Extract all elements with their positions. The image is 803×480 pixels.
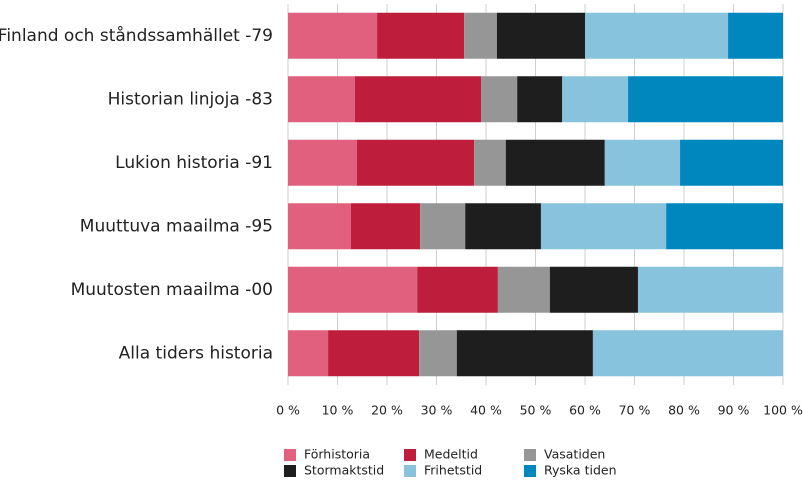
bar-segment <box>288 76 355 123</box>
x-tick-label: 70 % <box>619 403 651 418</box>
bar-segment <box>417 266 498 313</box>
bar-segment <box>592 330 783 377</box>
bar-segment <box>288 139 357 186</box>
legend-swatch <box>284 465 296 477</box>
bar-segment <box>377 12 465 59</box>
bar-segment <box>549 266 638 313</box>
bar-segment <box>666 203 783 250</box>
category-label: Historian linjoja -83 <box>108 89 273 109</box>
bar-segment <box>628 76 783 123</box>
x-tick-label: 10 % <box>322 403 354 418</box>
legend-swatch <box>524 449 536 461</box>
bar-segment <box>481 76 518 123</box>
legend-label: Stormaktstid <box>304 463 384 478</box>
bar-segment <box>464 12 497 59</box>
x-tick-label: 100 % <box>763 403 803 418</box>
bar-segment <box>419 330 457 377</box>
x-tick-label: 40 % <box>470 403 502 418</box>
bar-segment <box>474 139 506 186</box>
bar-segment <box>420 203 466 250</box>
legend-label: Vasatiden <box>544 447 605 462</box>
category-label: Muuttuva maailma -95 <box>80 216 273 236</box>
bar-segment <box>356 139 475 186</box>
x-tick-label: 50 % <box>520 403 552 418</box>
x-tick-label: 80 % <box>668 403 700 418</box>
category-label: Alla tiders historia <box>119 343 273 363</box>
bar-segment <box>540 203 667 250</box>
bar-segment <box>604 139 681 186</box>
bar-segment <box>456 330 593 377</box>
bar-segment <box>562 76 629 123</box>
bar-segment <box>505 139 605 186</box>
category-label: Muutosten maailma -00 <box>71 280 273 300</box>
legend-swatch <box>284 449 296 461</box>
legend-label: Medeltid <box>424 447 478 462</box>
bar-segment <box>328 330 420 377</box>
bar-segment <box>354 76 482 123</box>
x-tick-label: 90 % <box>718 403 750 418</box>
bar-segment <box>680 139 783 186</box>
bar-segment <box>637 266 783 313</box>
legend-label: Frihetstid <box>424 463 482 478</box>
x-tick-label: 30 % <box>421 403 453 418</box>
legend-label: Ryska tiden <box>544 463 617 478</box>
bar-segment <box>288 12 378 59</box>
bar-segment <box>585 12 729 59</box>
bar-segment <box>497 266 550 313</box>
bar-segment <box>288 330 329 377</box>
bar-segment <box>288 203 351 250</box>
category-label: Lukion historia -91 <box>115 153 273 173</box>
legend-swatch <box>524 465 536 477</box>
legend-label: Förhistoria <box>304 447 370 462</box>
bar-segment <box>517 76 563 123</box>
bar-segment <box>350 203 421 250</box>
category-label: Finland och ståndssamhället -79 <box>0 25 273 46</box>
bar-segment <box>496 12 585 59</box>
bar-segment <box>465 203 541 250</box>
legend-swatch <box>404 465 416 477</box>
x-tick-label: 20 % <box>371 403 403 418</box>
x-tick-label: 0 % <box>276 403 300 418</box>
x-tick-label: 60 % <box>569 403 601 418</box>
legend-swatch <box>404 449 416 461</box>
bar-segment <box>288 266 418 313</box>
bar-segment <box>728 12 783 59</box>
